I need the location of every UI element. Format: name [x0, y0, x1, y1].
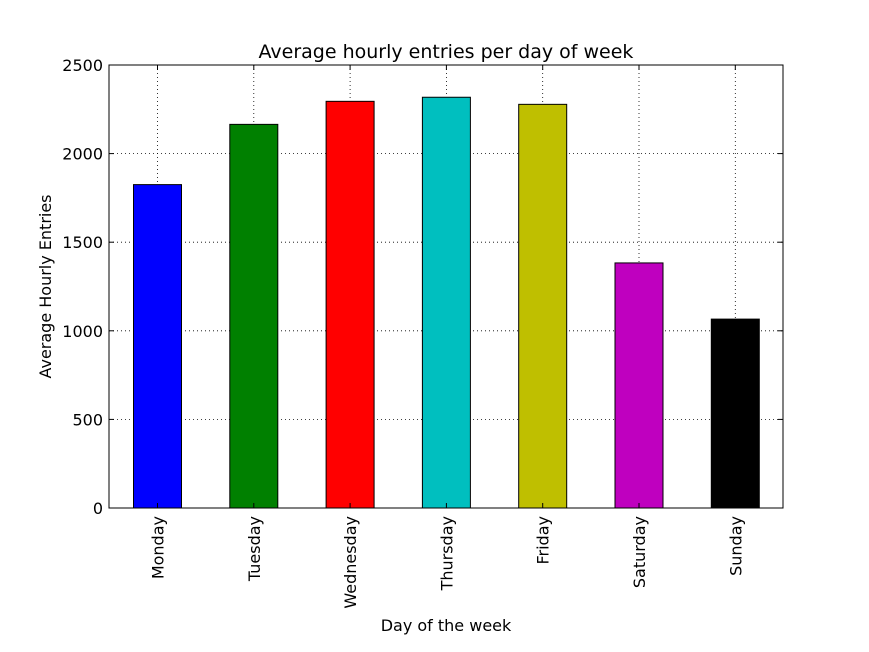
y-tick-label: 500	[72, 410, 103, 429]
y-tick-label: 1500	[62, 233, 103, 252]
bar-sunday	[710, 318, 760, 509]
bar-tuesday	[229, 123, 279, 509]
x-tick-label: Monday	[149, 516, 168, 579]
bar-wednesday	[325, 100, 375, 509]
x-tick-label: Sunday	[726, 516, 745, 576]
y-tick-label: 2500	[62, 56, 103, 75]
y-tick-label: 2000	[62, 145, 103, 164]
y-tick-label: 1000	[62, 322, 103, 341]
bars	[133, 96, 760, 509]
bar-saturday	[614, 262, 664, 509]
x-tick-label: Saturday	[630, 516, 649, 588]
x-axis-label: Day of the week	[381, 616, 512, 635]
bar-friday	[518, 103, 568, 509]
y-tick-label: 0	[93, 499, 103, 518]
x-tick-label: Thursday	[437, 516, 456, 591]
x-tick-label: Friday	[534, 516, 553, 565]
chart-title: Average hourly entries per day of week	[259, 41, 634, 63]
x-tick-label: Wednesday	[341, 516, 360, 609]
ticks: 0 500 1000 1500 2000 2500 Monday Tuesday Wednesd…	[62, 56, 783, 609]
bar-monday	[133, 184, 182, 509]
y-axis-label: Average Hourly Entries	[36, 194, 55, 378]
x-tick-label: Tuesday	[245, 516, 264, 582]
bar-thursday	[421, 96, 471, 509]
